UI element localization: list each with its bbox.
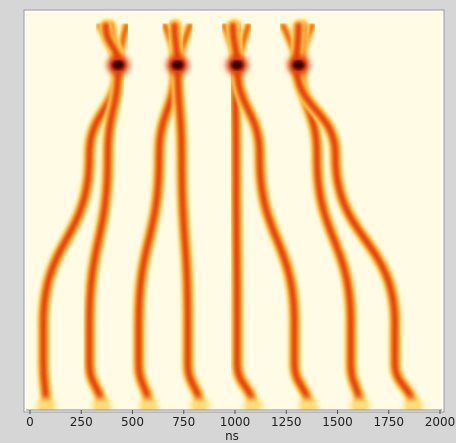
trace-base-glow — [298, 398, 319, 410]
x-tick-label: 2000 — [425, 415, 456, 429]
x-tick-label: 1750 — [373, 415, 404, 429]
x-tick-label: 500 — [121, 415, 144, 429]
x-tick-label: 0 — [26, 415, 34, 429]
trace-base-glow — [403, 398, 424, 410]
x-tick-label: 1000 — [220, 415, 251, 429]
x-tick-label: 1500 — [322, 415, 353, 429]
trace-base-glow — [190, 398, 211, 410]
hotspot — [112, 60, 125, 71]
x-tick-label: 1250 — [271, 415, 302, 429]
trace-base-glow — [243, 398, 264, 410]
hotspot — [171, 60, 184, 71]
hotspot — [231, 60, 244, 71]
trace-base-glow — [91, 398, 112, 410]
x-axis-title: ns — [225, 429, 239, 443]
trace-base-glow — [350, 398, 371, 410]
trace-base-glow — [138, 398, 159, 410]
traces — [36, 19, 424, 410]
hotspot — [292, 60, 305, 71]
x-axis: 0 250 500 750 1000 1250 1500 1750 2000 — [26, 410, 455, 429]
trace-base-glow — [36, 398, 57, 410]
x-tick-label: 250 — [70, 415, 93, 429]
x-tick-label: 750 — [172, 415, 195, 429]
